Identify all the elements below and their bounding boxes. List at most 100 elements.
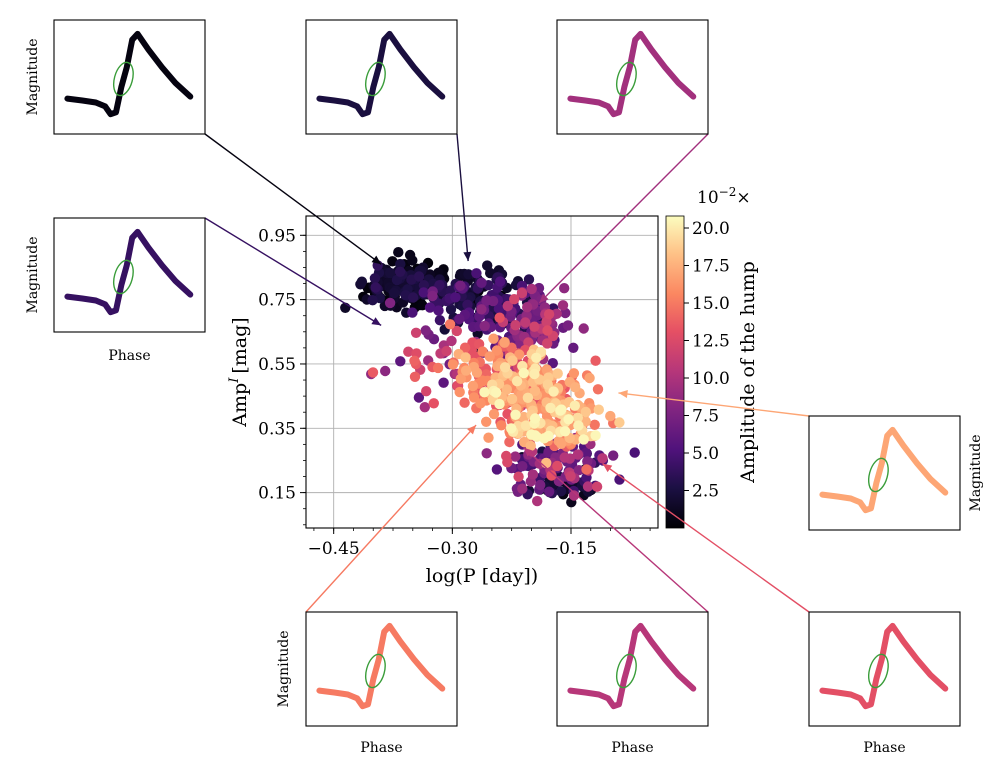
data-point: [394, 266, 406, 277]
data-point: [562, 320, 574, 331]
x-axis-ticks: −0.45 −0.30 −0.15: [308, 528, 651, 559]
data-point: [516, 287, 528, 299]
arrow-line: [523, 447, 709, 613]
data-point: [513, 471, 524, 482]
data-point: [509, 294, 520, 305]
data-point: [479, 320, 490, 332]
connector-arrows: [204, 133, 810, 613]
data-point: [510, 320, 521, 331]
light-curve: [316, 622, 446, 710]
colorbar-tick-label: 15.0: [692, 294, 730, 314]
data-point: [369, 273, 381, 284]
colorbar-tick-label: 5.0: [692, 444, 719, 464]
y-tick-label: 0.95: [258, 226, 296, 246]
data-point: [542, 338, 553, 349]
data-point: [590, 355, 601, 366]
data-point: [409, 355, 420, 366]
data-point: [495, 276, 506, 287]
data-point: [450, 292, 461, 303]
hump-ellipse: [364, 61, 386, 97]
data-point: [514, 349, 525, 360]
data-point: [475, 398, 486, 409]
data-point: [356, 276, 368, 287]
arrow-line: [204, 217, 382, 326]
scatter-plot: −0.45 −0.30 −0.15 0.15 0.35 0.55 0.75 0.95 log…: [227, 215, 659, 587]
data-point: [552, 368, 563, 379]
data-point: [419, 402, 430, 413]
colorbar-tick-label: 17.5: [692, 257, 730, 277]
data-point: [481, 416, 492, 427]
data-point: [460, 365, 472, 376]
hump-ellipse: [364, 653, 386, 689]
data-point: [481, 295, 492, 306]
data-point: [572, 412, 583, 423]
data-point: [597, 453, 608, 464]
plot-frame: [305, 215, 659, 529]
data-point: [507, 355, 518, 366]
data-point: [510, 409, 521, 420]
data-point: [471, 268, 482, 279]
arrow-line: [618, 392, 810, 417]
arrow-head: [467, 425, 477, 435]
inset-frame: [305, 611, 458, 727]
light-curve: [567, 30, 697, 118]
data-point: [518, 367, 529, 379]
data-point: [476, 277, 487, 288]
data-point: [506, 393, 518, 405]
hump-ellipse: [867, 653, 889, 689]
colorbar-gradient: [665, 215, 685, 529]
data-point: [463, 269, 474, 280]
data-point: [421, 386, 432, 397]
data-point: [591, 481, 603, 492]
data-point: [592, 384, 604, 395]
inset-x-label: Phase: [108, 348, 150, 364]
data-point: [409, 371, 421, 382]
inset-bottom-left: Magnitude Phase: [276, 611, 458, 756]
inset-y-label: Magnitude: [276, 630, 292, 707]
data-point: [511, 376, 523, 387]
data-point: [367, 367, 379, 378]
data-point: [545, 402, 556, 414]
data-point: [542, 325, 553, 336]
data-point: [553, 475, 565, 487]
colorbar-tick-label: 2.5: [692, 482, 719, 502]
data-point: [568, 490, 580, 501]
data-point: [395, 258, 406, 270]
hump-ellipse: [112, 61, 134, 97]
data-point: [441, 345, 452, 357]
data-point: [494, 312, 505, 323]
data-point: [493, 303, 505, 314]
arrow-head: [602, 463, 613, 473]
colorbar-tick-label: 12.5: [692, 332, 730, 352]
hump-ellipse: [867, 457, 889, 493]
data-point: [590, 430, 601, 441]
data-point: [529, 413, 541, 424]
inset-y-label: Magnitude: [25, 38, 41, 115]
data-point: [434, 315, 446, 326]
data-point: [572, 449, 584, 460]
data-point: [570, 382, 581, 393]
inset-mid-left: Magnitude Phase: [25, 217, 206, 364]
y-axis-label: AmpI[mag]: [227, 317, 251, 427]
data-point: [584, 372, 595, 384]
colorbar: 2.5 5.0 7.5 10.0 12.5 15.0 17.5 20.0 10−2× Ampl…: [665, 185, 759, 529]
data-point: [384, 267, 396, 279]
data-point: [428, 398, 439, 409]
data-point: [559, 426, 571, 437]
inset-frame: [808, 415, 961, 531]
inset-frame: [53, 19, 206, 135]
data-point: [454, 386, 465, 398]
data-point: [446, 335, 457, 347]
data-point: [551, 308, 562, 319]
inset-mid-right: Magnitude: [808, 415, 984, 531]
data-point: [506, 423, 517, 434]
colorbar-tick-label: 7.5: [692, 407, 719, 427]
data-point: [517, 483, 528, 494]
data-point: [413, 392, 425, 403]
data-point: [605, 410, 616, 422]
data-point: [544, 486, 555, 497]
data-point: [502, 457, 513, 468]
data-point: [581, 464, 592, 475]
light-curve: [819, 622, 949, 710]
